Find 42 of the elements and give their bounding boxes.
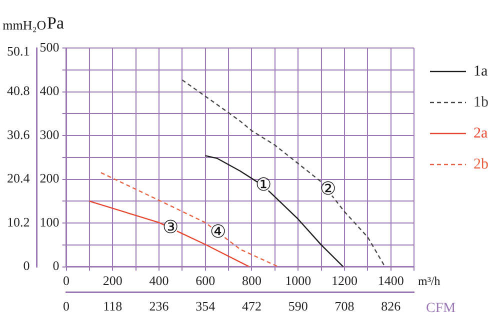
x2-axis-title: CFM [426, 301, 456, 316]
line-series [100, 172, 279, 267]
x-tick-label: 800 [242, 273, 262, 288]
x-tick-label: 200 [102, 273, 122, 288]
y-axis-title: Pa [47, 13, 64, 32]
x-tick-label: 400 [149, 273, 169, 288]
x2-tick-label: 118 [103, 298, 122, 314]
line-series [182, 79, 386, 267]
annotation: ② [320, 178, 336, 199]
annotation: ③ [162, 217, 179, 238]
x2-tick-label: 0 [63, 298, 70, 314]
y2-tick-label: 40.8 [7, 83, 30, 98]
y-tick-label: 100 [40, 214, 60, 230]
x2-tick-label: 354 [196, 298, 216, 314]
y2-tick-label: 0 [23, 258, 30, 274]
y-tick-label: 400 [40, 83, 60, 98]
x-tick-label: 1400 [378, 273, 404, 288]
legend-label: 1b [474, 94, 488, 110]
x-tick-label: 0 [63, 273, 70, 288]
x-tick-label: 600 [196, 273, 216, 288]
y2-tick-label: 10.2 [7, 214, 30, 230]
y-tick-label: 300 [40, 126, 60, 142]
y2-tick-label: 20.4 [7, 170, 30, 186]
y2-tick-label: 50.1 [7, 43, 30, 58]
x2-tick-label: 236 [149, 298, 170, 314]
y-tick-label: 500 [40, 39, 60, 54]
x2-tick-label: 472 [242, 298, 262, 314]
x-tick-label: 1200 [331, 273, 358, 288]
annotation: ④ [210, 221, 226, 242]
y-tick-label: 200 [40, 170, 60, 186]
legend-label: 2a [474, 125, 488, 142]
x2-tick-label: 590 [288, 298, 308, 314]
x-tick-label: 1000 [285, 273, 312, 288]
x2-tick-label: 708 [334, 298, 354, 314]
x-axis-title: m³/h [418, 274, 440, 288]
y2-tick-label: 30.6 [7, 126, 30, 142]
legend-label: 1a [474, 63, 488, 80]
y2-axis-title: mmH₂O [2, 17, 46, 32]
x2-tick-label: 826 [381, 298, 402, 314]
y-tick-label: 0 [52, 258, 60, 274]
legend-label: 2b [474, 156, 488, 172]
annotation: ① [255, 174, 272, 195]
